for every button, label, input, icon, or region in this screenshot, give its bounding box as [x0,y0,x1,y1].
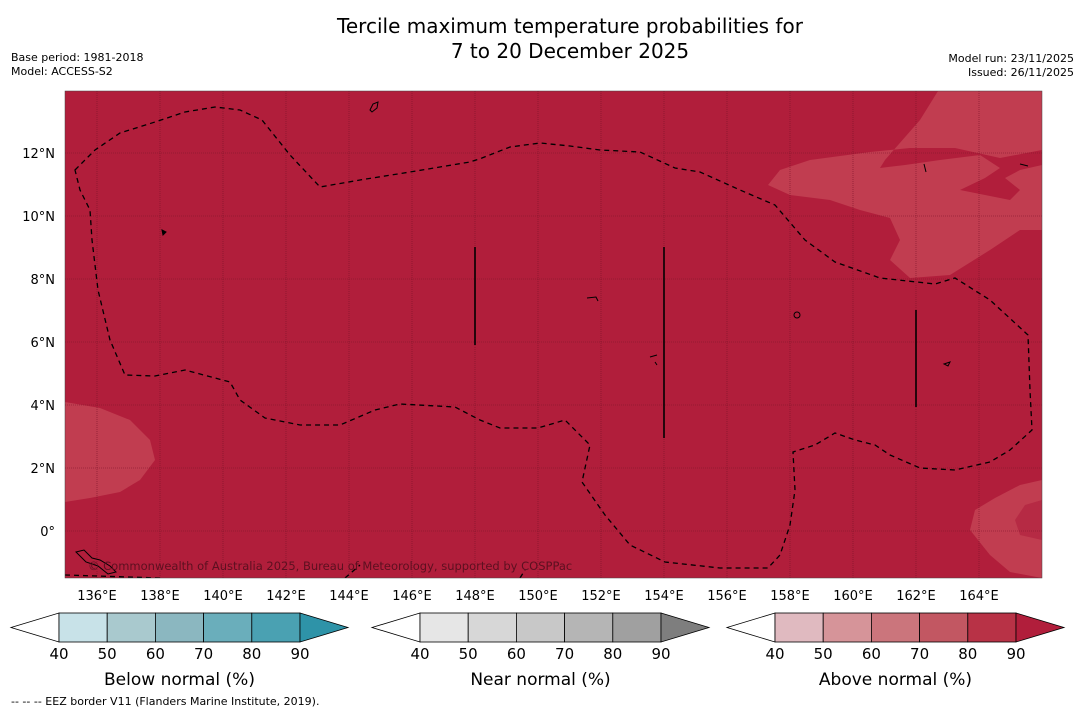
legend-bin [564,612,614,643]
legend-bin [251,612,301,643]
legend-tick: 50 [459,645,478,663]
legend-tick: 60 [146,645,165,663]
meta-right: Model run: 23/11/2025 Issued: 26/11/2025 [948,52,1074,80]
legend-1: 40 50 60 70 80 90 Near normal (%) [370,612,711,690]
eez-border-palau-fsm [74,106,1033,569]
legend-tick: 50 [98,645,117,663]
lon-label: 144°E [329,589,369,604]
copyright-text: © Commonwealth of Australia 2025, Bureau… [88,559,572,573]
legend-bin [871,612,921,643]
gridlines [65,91,1042,578]
legend-extend-high [660,612,711,643]
legend-bin [419,612,469,643]
legend-bin [774,612,824,643]
longitude-labels: 136°E 138°E 140°E 142°E 144°E 146°E 148°E 150°E… [77,589,999,604]
islands [75,101,1029,575]
legend-extend-high [1015,612,1066,643]
light-region-southeast [970,480,1042,578]
lon-label: 160°E [833,589,873,604]
meta-left: Base period: 1981-2018 Model: ACCESS-S2 [11,51,143,79]
legend-title: Above normal (%) [819,670,972,690]
map-frame [64,90,1043,579]
legend-title: Near normal (%) [470,670,610,690]
eez-footnote: -- -- -- EEZ border V11 (Flanders Marine… [11,695,320,708]
legend-tick: 60 [507,645,526,663]
legend-tick: 80 [958,645,977,663]
title-line-2: 7 to 20 December 2025 [450,39,690,63]
lon-label: 142°E [266,589,306,604]
lon-label: 152°E [581,589,621,604]
legend-tick: 70 [555,645,574,663]
legend-tick: 70 [910,645,929,663]
latitude-labels: 12°N 10°N 8°N 6°N 4°N 2°N 0° [22,147,55,540]
legend-bin [467,612,517,643]
lon-label: 148°E [455,589,495,604]
lon-label: 158°E [770,589,810,604]
legend-bin [203,612,253,643]
lat-label: 10°N [22,210,55,225]
chart-title: Tercile maximum temperature probabilitie… [0,14,1085,64]
issued-date: Issued: 26/11/2025 [967,66,1074,79]
legend-bin [58,612,108,643]
legend-tick: 40 [765,645,784,663]
map-background [65,91,1042,578]
legend-title: Below normal (%) [104,670,255,690]
light-region-northeast [768,91,1042,278]
legend-2: 40 50 60 70 80 90 Above normal (%) [725,612,1066,690]
legend-tick: 70 [194,645,213,663]
lat-label: 12°N [22,147,55,162]
legend-bin [106,612,156,643]
map-area [65,91,1042,578]
light-region-west [65,402,155,502]
eez-border-south [65,564,526,578]
lat-label: 4°N [31,399,56,414]
legend-bin [919,612,969,643]
lat-label: 8°N [31,273,56,288]
legends: 40 50 60 70 80 90 Below normal (%) 40 50 60 70 80 90… [9,612,1066,690]
base-period: Base period: 1981-2018 [11,51,144,64]
legend-tick: 90 [651,645,670,663]
legend-tick: 60 [862,645,881,663]
model-name: Model: ACCESS-S2 [11,65,113,78]
legend-extend-low [370,612,421,643]
legend-extend-low [9,612,60,643]
lat-label: 6°N [31,336,56,351]
light-region-southeast-inner [1015,500,1042,540]
lon-label: 150°E [518,589,558,604]
legend-tick: 80 [242,645,261,663]
legend-0: 40 50 60 70 80 90 Below normal (%) [9,612,350,690]
title-line-1: Tercile maximum temperature probabilitie… [337,14,803,38]
legend-bin [822,612,872,643]
legend-bin [516,612,566,643]
legend-tick: 40 [410,645,429,663]
lon-label: 146°E [392,589,432,604]
lon-label: 138°E [140,589,180,604]
lon-label: 140°E [203,589,243,604]
lon-label: 162°E [896,589,936,604]
legend-bin [612,612,662,643]
legend-extend-high [299,612,350,643]
legend-extend-low [725,612,776,643]
lon-label: 136°E [77,589,117,604]
legend-tick: 90 [1006,645,1025,663]
lat-label: 2°N [31,462,56,477]
legend-bin [967,612,1017,643]
legend-tick: 40 [49,645,68,663]
lon-label: 164°E [959,589,999,604]
model-run: Model run: 23/11/2025 [948,52,1074,65]
legend-tick: 80 [603,645,622,663]
legend-tick: 90 [290,645,309,663]
legend-bin [154,612,204,643]
legend-tick: 50 [814,645,833,663]
lon-label: 156°E [707,589,747,604]
lat-label: 0° [40,525,55,540]
lon-label: 154°E [644,589,684,604]
